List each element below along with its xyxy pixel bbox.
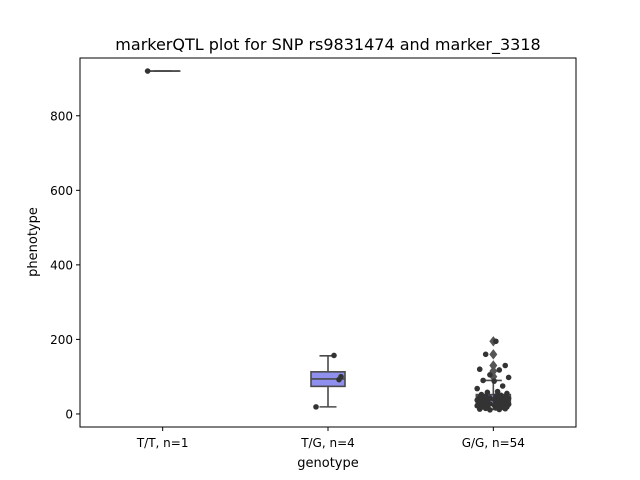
data-point [480, 377, 486, 384]
data-point [494, 388, 501, 395]
strip-points [144, 68, 512, 413]
data-point [476, 366, 483, 373]
y-tick-label: 400 [50, 258, 73, 272]
data-point [482, 405, 489, 412]
outlier-marker [489, 349, 498, 360]
data-point [491, 378, 497, 384]
x-tick-label: T/G, n=4 [300, 436, 355, 450]
data-point [338, 373, 344, 380]
data-point [487, 407, 493, 413]
outlier-marker [489, 360, 498, 371]
y-tick-label: 800 [50, 109, 73, 123]
data-point [476, 406, 483, 412]
data-point [502, 405, 509, 412]
data-point [496, 367, 503, 373]
y-axis-label: phenotype [26, 207, 41, 277]
x-axis: T/T, n=1 T/G, n=4 G/G, n=54 [136, 427, 525, 450]
data-point [496, 406, 503, 413]
data-point [144, 68, 151, 74]
y-axis: 0 200 400 600 800 [50, 109, 80, 421]
y-tick-label: 200 [50, 333, 73, 347]
x-tick-label: G/G, n=54 [462, 436, 525, 450]
x-axis-label: genotype [297, 456, 358, 471]
chart-title: markerQTL plot for SNP rs9831474 and mar… [115, 35, 540, 55]
plot-frame [79, 57, 577, 428]
y-tick-label: 600 [50, 184, 73, 198]
x-tick-label: T/T, n=1 [136, 436, 189, 450]
data-point [313, 404, 319, 410]
data-point [505, 374, 512, 381]
data-point [493, 338, 499, 345]
data-point [487, 372, 493, 378]
y-tick-label: 0 [65, 407, 73, 421]
data-point [502, 362, 509, 369]
data-point [482, 351, 489, 358]
data-point [499, 383, 506, 389]
data-point [331, 352, 337, 359]
data-point [474, 385, 480, 392]
